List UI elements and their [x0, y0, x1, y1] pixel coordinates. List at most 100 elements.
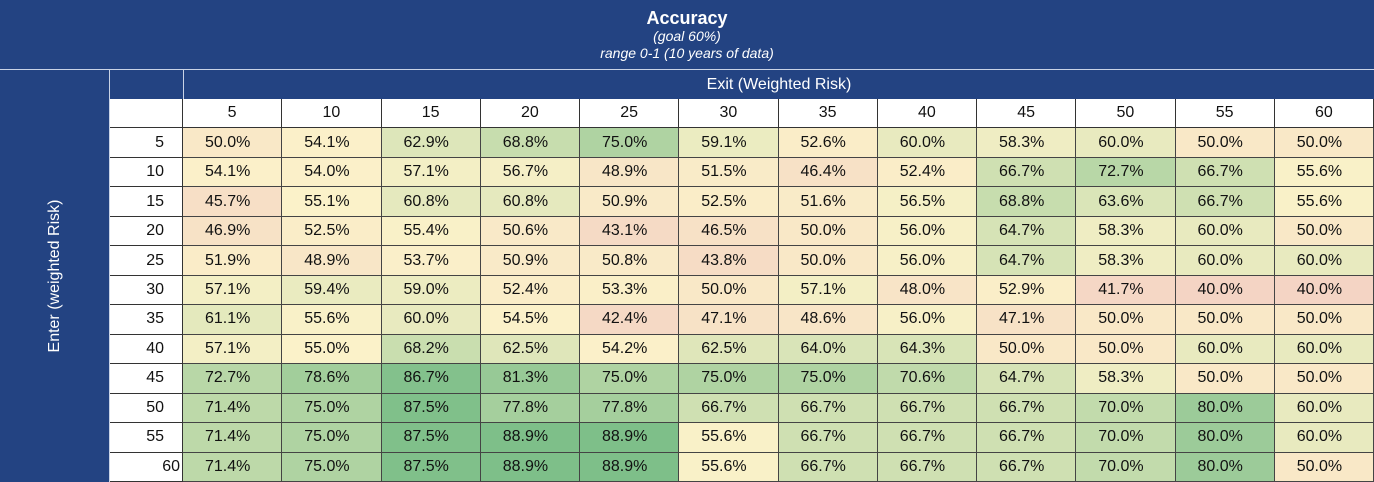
heatmap-cell[interactable]: 88.9%	[480, 452, 580, 482]
heatmap-cell[interactable]: 58.3%	[1076, 364, 1176, 394]
heatmap-cell[interactable]: 60.0%	[1076, 128, 1176, 158]
heatmap-cell[interactable]: 52.6%	[778, 128, 878, 158]
column-header[interactable]: 30	[679, 99, 779, 129]
heatmap-cell[interactable]: 71.4%	[183, 393, 283, 424]
heatmap-cell[interactable]: 54.1%	[282, 128, 382, 158]
heatmap-cell[interactable]: 75.0%	[282, 452, 382, 482]
heatmap-cell[interactable]: 60.0%	[1274, 246, 1374, 276]
heatmap-cell[interactable]: 68.8%	[480, 128, 580, 158]
heatmap-cell[interactable]: 50.6%	[480, 216, 580, 247]
heatmap-cell[interactable]: 56.7%	[480, 157, 580, 188]
heatmap-cell[interactable]: 50.0%	[1175, 305, 1275, 335]
corner-cell[interactable]	[110, 99, 183, 129]
heatmap-cell[interactable]: 87.5%	[381, 452, 481, 482]
heatmap-cell[interactable]: 64.7%	[977, 216, 1077, 247]
heatmap-cell[interactable]: 87.5%	[381, 423, 481, 453]
column-header[interactable]: 60	[1274, 99, 1374, 129]
heatmap-cell[interactable]: 48.9%	[580, 157, 680, 188]
column-header[interactable]: 35	[778, 99, 878, 129]
row-header[interactable]: 45	[110, 364, 183, 394]
heatmap-cell[interactable]: 50.0%	[1274, 305, 1374, 335]
heatmap-cell[interactable]: 68.8%	[977, 187, 1077, 217]
heatmap-cell[interactable]: 60.0%	[381, 305, 481, 335]
heatmap-cell[interactable]: 54.0%	[282, 157, 382, 188]
heatmap-cell[interactable]: 42.4%	[580, 305, 680, 335]
heatmap-cell[interactable]: 64.7%	[977, 246, 1077, 276]
heatmap-cell[interactable]: 75.0%	[679, 364, 779, 394]
row-header[interactable]: 5	[110, 128, 183, 158]
heatmap-cell[interactable]: 52.9%	[977, 275, 1077, 306]
heatmap-cell[interactable]: 55.1%	[282, 187, 382, 217]
heatmap-cell[interactable]: 50.0%	[183, 128, 283, 158]
heatmap-cell[interactable]: 54.1%	[183, 157, 283, 188]
column-header[interactable]: 20	[480, 99, 580, 129]
heatmap-cell[interactable]: 58.3%	[1076, 216, 1176, 247]
heatmap-cell[interactable]: 75.0%	[580, 364, 680, 394]
heatmap-cell[interactable]: 55.0%	[282, 334, 382, 365]
heatmap-cell[interactable]: 86.7%	[381, 364, 481, 394]
column-header[interactable]: 45	[977, 99, 1077, 129]
heatmap-cell[interactable]: 88.9%	[580, 452, 680, 482]
heatmap-cell[interactable]: 64.7%	[977, 364, 1077, 394]
row-header[interactable]: 55	[110, 423, 183, 453]
heatmap-cell[interactable]: 56.0%	[877, 305, 977, 335]
heatmap-cell[interactable]: 57.1%	[183, 334, 283, 365]
heatmap-cell[interactable]: 78.6%	[282, 364, 382, 394]
heatmap-cell[interactable]: 57.1%	[381, 157, 481, 188]
heatmap-cell[interactable]: 53.3%	[580, 275, 680, 306]
heatmap-cell[interactable]: 72.7%	[1076, 157, 1176, 188]
heatmap-cell[interactable]: 55.6%	[1274, 157, 1374, 188]
heatmap-cell[interactable]: 80.0%	[1175, 423, 1275, 453]
heatmap-cell[interactable]: 46.9%	[183, 216, 283, 247]
heatmap-cell[interactable]: 50.0%	[1274, 216, 1374, 247]
heatmap-cell[interactable]: 88.9%	[480, 423, 580, 453]
heatmap-cell[interactable]: 52.5%	[282, 216, 382, 247]
heatmap-cell[interactable]: 62.9%	[381, 128, 481, 158]
heatmap-cell[interactable]: 60.8%	[381, 187, 481, 217]
heatmap-cell[interactable]: 50.8%	[580, 246, 680, 276]
heatmap-cell[interactable]: 87.5%	[381, 393, 481, 424]
heatmap-cell[interactable]: 55.6%	[282, 305, 382, 335]
heatmap-cell[interactable]: 60.0%	[1274, 393, 1374, 424]
heatmap-cell[interactable]: 48.9%	[282, 246, 382, 276]
heatmap-cell[interactable]: 56.0%	[877, 216, 977, 247]
heatmap-cell[interactable]: 52.4%	[877, 157, 977, 188]
row-header[interactable]: 35	[110, 305, 183, 335]
row-header[interactable]: 10	[110, 157, 183, 188]
heatmap-cell[interactable]: 50.0%	[1274, 364, 1374, 394]
heatmap-cell[interactable]: 70.0%	[1076, 393, 1176, 424]
heatmap-cell[interactable]: 48.0%	[877, 275, 977, 306]
heatmap-cell[interactable]: 60.0%	[1175, 216, 1275, 247]
heatmap-cell[interactable]: 50.0%	[1076, 334, 1176, 365]
heatmap-cell[interactable]: 72.7%	[183, 364, 283, 394]
heatmap-cell[interactable]: 48.6%	[778, 305, 878, 335]
heatmap-cell[interactable]: 56.0%	[877, 246, 977, 276]
column-header[interactable]: 55	[1175, 99, 1275, 129]
heatmap-cell[interactable]: 77.8%	[480, 393, 580, 424]
heatmap-cell[interactable]: 45.7%	[183, 187, 283, 217]
heatmap-cell[interactable]: 71.4%	[183, 452, 283, 482]
heatmap-cell[interactable]: 43.1%	[580, 216, 680, 247]
heatmap-cell[interactable]: 47.1%	[977, 305, 1077, 335]
row-header[interactable]: 60	[110, 452, 183, 482]
column-header[interactable]: 25	[580, 99, 680, 129]
heatmap-cell[interactable]: 47.1%	[679, 305, 779, 335]
heatmap-cell[interactable]: 40.0%	[1175, 275, 1275, 306]
heatmap-cell[interactable]: 43.8%	[679, 246, 779, 276]
heatmap-cell[interactable]: 66.7%	[778, 393, 878, 424]
heatmap-cell[interactable]: 66.7%	[1175, 187, 1275, 217]
heatmap-cell[interactable]: 66.7%	[877, 452, 977, 482]
heatmap-cell[interactable]: 66.7%	[1175, 157, 1275, 188]
row-header[interactable]: 50	[110, 393, 183, 424]
heatmap-cell[interactable]: 60.8%	[480, 187, 580, 217]
heatmap-cell[interactable]: 46.5%	[679, 216, 779, 247]
heatmap-cell[interactable]: 64.0%	[778, 334, 878, 365]
heatmap-cell[interactable]: 75.0%	[282, 423, 382, 453]
heatmap-cell[interactable]: 71.4%	[183, 423, 283, 453]
row-header[interactable]: 15	[110, 187, 183, 217]
heatmap-cell[interactable]: 66.7%	[977, 393, 1077, 424]
heatmap-cell[interactable]: 51.6%	[778, 187, 878, 217]
heatmap-cell[interactable]: 77.8%	[580, 393, 680, 424]
column-header[interactable]: 15	[381, 99, 481, 129]
heatmap-cell[interactable]: 60.0%	[1175, 334, 1275, 365]
